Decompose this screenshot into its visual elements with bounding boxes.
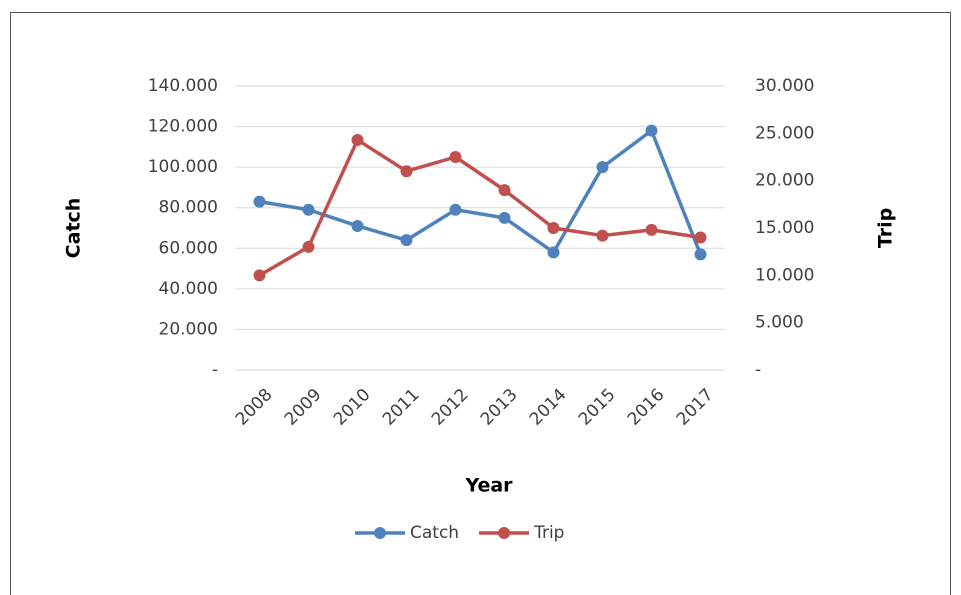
data-point — [351, 133, 364, 146]
legend-marker — [374, 527, 386, 539]
data-point — [253, 195, 266, 208]
chart-frame — [10, 12, 951, 595]
y2-tick-label: 20.000 — [755, 171, 814, 191]
y2-tick-label: - — [755, 360, 761, 380]
legend-marker — [498, 527, 511, 539]
data-point — [449, 203, 462, 216]
data-point — [302, 203, 315, 216]
y2-tick-label: 5.000 — [755, 313, 804, 333]
legend-label: Trip — [533, 523, 564, 543]
data-point — [302, 240, 315, 253]
y-tick-label: 140.000 — [148, 76, 218, 96]
y2-tick-label: 10.000 — [755, 265, 814, 285]
data-point — [400, 165, 413, 178]
y2-tick-label: 15.000 — [755, 218, 814, 238]
x-axis-title: Year — [464, 475, 513, 497]
y2-tick-label: 25.000 — [755, 123, 814, 143]
data-point — [253, 269, 266, 282]
data-point — [351, 219, 364, 232]
data-point — [547, 222, 560, 234]
data-point — [547, 246, 560, 259]
legend-label: Catch — [410, 523, 459, 543]
y-tick-label: - — [212, 360, 218, 380]
data-point — [596, 161, 609, 174]
data-point — [449, 151, 462, 163]
series-line — [259, 128, 703, 256]
data-point — [645, 223, 658, 236]
data-point — [694, 248, 707, 261]
y-axis-title: Catch — [63, 198, 85, 259]
y2-axis-title: Trip — [875, 208, 897, 248]
y2-tick-label: 30.000 — [755, 76, 814, 96]
y-tick-label: 60.000 — [159, 238, 218, 258]
data-point — [498, 211, 511, 224]
y-tick-label: 40.000 — [159, 279, 218, 299]
data-point — [498, 184, 511, 197]
data-point — [596, 229, 609, 242]
data-point — [645, 124, 658, 137]
y-tick-label: 100.000 — [148, 157, 218, 177]
data-point — [400, 234, 413, 247]
y-tick-label: 80.000 — [159, 198, 218, 218]
y-tick-label: 20.000 — [159, 319, 218, 339]
data-point — [694, 231, 707, 244]
y-tick-label: 120.000 — [148, 117, 218, 137]
series-line — [258, 138, 701, 277]
